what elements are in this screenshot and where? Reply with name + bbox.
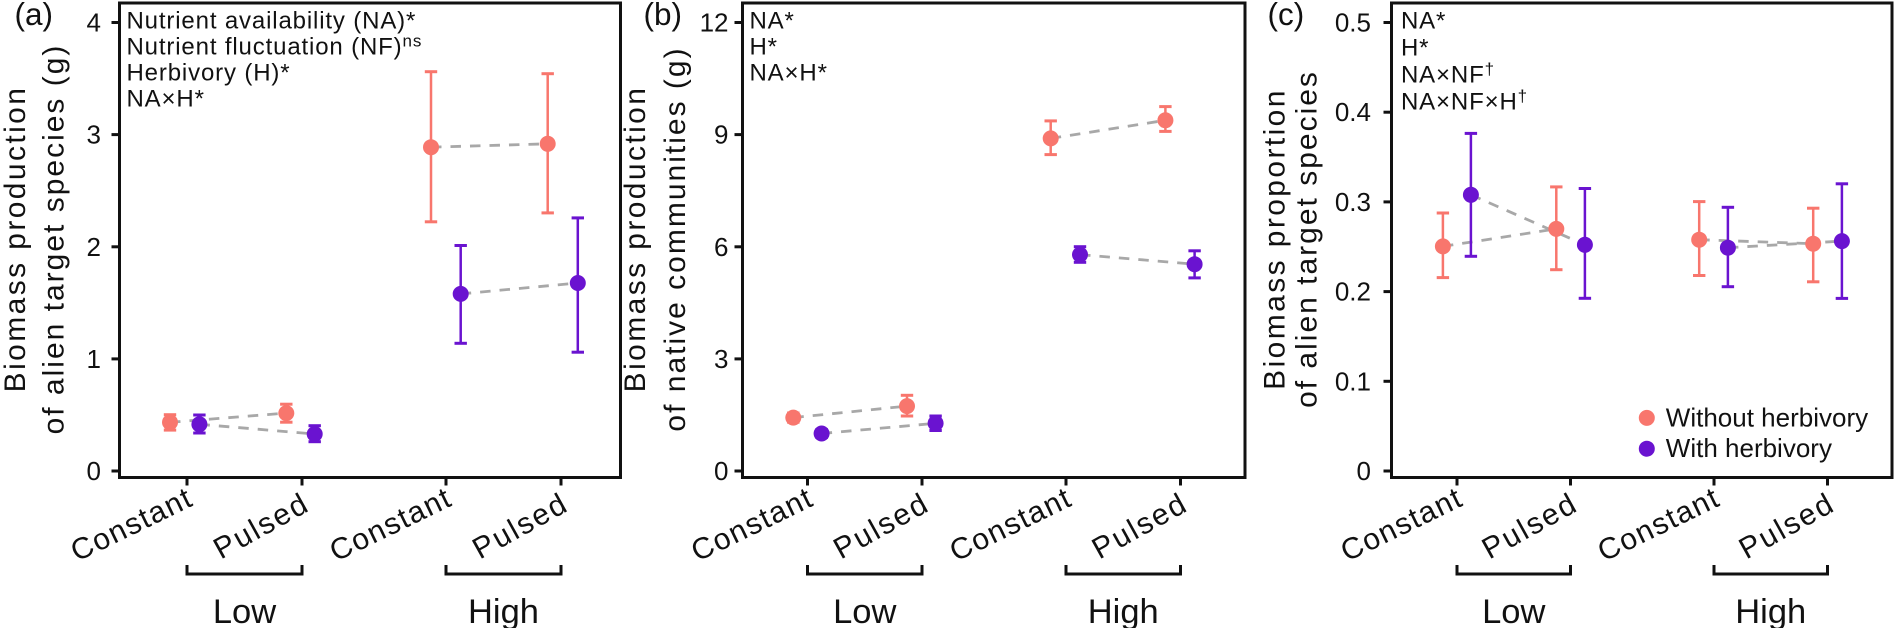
svg-text:of alien target species (g): of alien target species (g) [38,44,71,435]
svg-text:6: 6 [714,232,728,262]
svg-text:4: 4 [87,8,101,38]
svg-text:0.1: 0.1 [1335,366,1371,396]
svg-text:0: 0 [87,456,101,486]
svg-text:(a): (a) [15,0,54,32]
svg-text:H*: H* [750,34,778,61]
svg-text:Without herbivory: Without herbivory [1666,402,1868,432]
svg-text:0.3: 0.3 [1335,187,1371,217]
svg-text:of native communities (g): of native communities (g) [659,46,692,431]
svg-text:(c): (c) [1268,0,1305,32]
svg-text:0.5: 0.5 [1335,8,1371,38]
svg-text:NA×H*: NA×H* [127,86,205,113]
svg-text:9: 9 [714,120,728,150]
svg-text:H*: H* [1401,35,1429,62]
svg-text:Biomass production: Biomass production [0,86,32,393]
svg-text:12: 12 [700,8,729,38]
svg-text:2: 2 [87,232,101,262]
svg-text:0.4: 0.4 [1335,97,1371,127]
svg-text:Low: Low [833,593,896,628]
svg-text:Nutrient availability (NA)*: Nutrient availability (NA)* [127,8,417,35]
svg-text:High: High [1088,593,1159,628]
svg-text:of alien target species: of alien target species [1291,70,1324,408]
svg-text:NA*: NA* [750,8,795,35]
svg-text:0.2: 0.2 [1335,277,1371,307]
svg-text:Nutrient fluctuation (NF)ns: Nutrient fluctuation (NF)ns [127,32,423,61]
svg-text:NA×H*: NA×H* [750,60,828,87]
svg-text:(b): (b) [644,0,683,32]
svg-text:3: 3 [714,344,728,374]
svg-text:Low: Low [213,593,276,628]
svg-text:Herbivory (H)*: Herbivory (H)* [127,60,291,87]
svg-text:NA×NF†: NA×NF† [1401,60,1495,89]
svg-text:0: 0 [1357,456,1371,486]
svg-text:High: High [468,593,539,628]
svg-text:0: 0 [714,456,728,486]
svg-text:NA×NF×H†: NA×NF×H† [1401,87,1528,116]
svg-text:High: High [1735,593,1806,628]
svg-text:3: 3 [87,120,101,150]
svg-text:Biomass proportion: Biomass proportion [1259,88,1292,390]
svg-text:1: 1 [87,344,101,374]
svg-text:Biomass production: Biomass production [619,86,652,393]
svg-text:NA*: NA* [1401,8,1446,35]
svg-text:Low: Low [1482,593,1545,628]
svg-text:With herbivory: With herbivory [1666,433,1832,463]
